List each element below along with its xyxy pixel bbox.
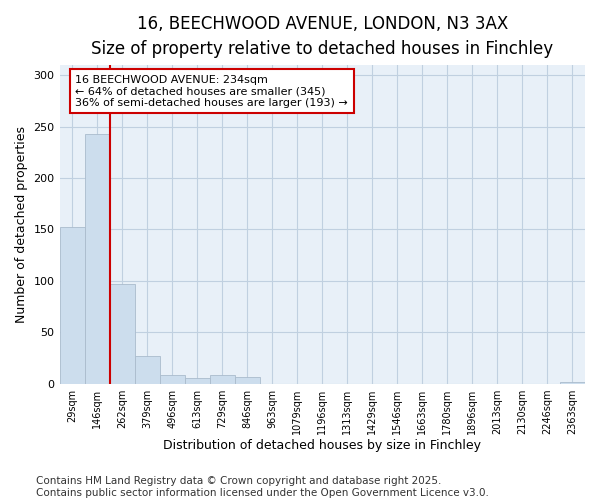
Bar <box>160 376 185 384</box>
Text: 16 BEECHWOOD AVENUE: 234sqm
← 64% of detached houses are smaller (345)
36% of se: 16 BEECHWOOD AVENUE: 234sqm ← 64% of det… <box>76 74 348 108</box>
Text: Contains HM Land Registry data © Crown copyright and database right 2025.
Contai: Contains HM Land Registry data © Crown c… <box>36 476 489 498</box>
Bar <box>235 378 260 384</box>
Bar <box>59 228 85 384</box>
Bar <box>85 134 110 384</box>
Bar <box>209 376 235 384</box>
Bar <box>560 382 585 384</box>
Bar <box>110 284 134 384</box>
X-axis label: Distribution of detached houses by size in Finchley: Distribution of detached houses by size … <box>163 440 481 452</box>
Bar <box>185 378 209 384</box>
Y-axis label: Number of detached properties: Number of detached properties <box>15 126 28 323</box>
Title: 16, BEECHWOOD AVENUE, LONDON, N3 3AX
Size of property relative to detached house: 16, BEECHWOOD AVENUE, LONDON, N3 3AX Siz… <box>91 15 553 58</box>
Bar <box>134 356 160 384</box>
